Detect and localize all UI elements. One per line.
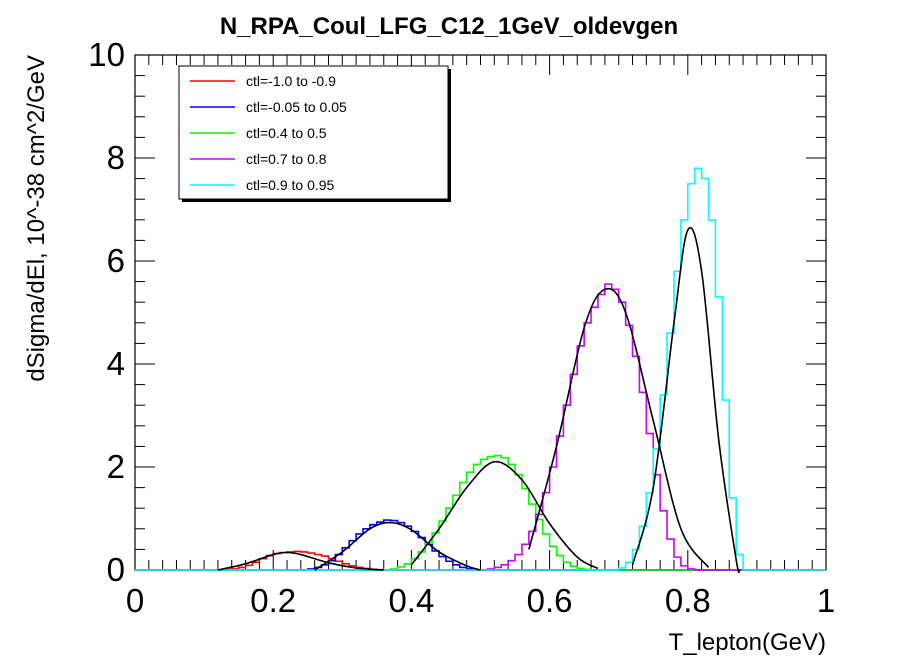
fit-curve-1	[217, 551, 384, 571]
chart-title: N_RPA_Coul_LFG_C12_1GeV_oldevgen	[220, 13, 678, 40]
x-tick-label: 0.8	[665, 582, 711, 619]
x-tick-label: 1	[817, 582, 835, 619]
y-tick-label: 2	[107, 448, 125, 485]
x-tick-label: 0.2	[250, 582, 296, 619]
fit-curve-2	[314, 521, 481, 571]
y-tick-labels: 0 2 4 6 8 10	[88, 36, 125, 588]
legend-label: ctl=0.4 to 0.5	[246, 125, 327, 141]
legend-label: ctl=0.7 to 0.8	[246, 151, 327, 167]
y-tick-label: 6	[107, 242, 125, 279]
fit-curve-5	[631, 227, 741, 574]
legend-label: ctl=-0.05 to 0.05	[246, 99, 347, 115]
x-tick-label: 0.6	[527, 582, 573, 619]
x-axis-title: T_lepton(GeV)	[669, 629, 826, 656]
legend-label: ctl=0.9 to 0.95	[246, 177, 335, 193]
fit-layer	[217, 227, 741, 574]
legend-label: ctl=-1.0 to -0.9	[246, 73, 336, 89]
legend: ctl=-1.0 to -0.9 ctl=-0.05 to 0.05 ctl=0.4…	[178, 65, 451, 202]
series-histogram-5	[135, 167, 826, 571]
x-tick-label: 0	[126, 582, 144, 619]
y-tick-label: 0	[107, 551, 125, 588]
series-histogram-4	[135, 283, 826, 571]
x-tick-labels: 0 0.2 0.4 0.6 0.8 1	[126, 582, 835, 619]
y-axis-title: dSigma/dEl, 10^-38 cm^2/GeV	[23, 55, 50, 382]
y-tick-label: 4	[107, 345, 125, 382]
fit-curve-4	[528, 287, 710, 568]
fit-curve-3	[410, 461, 599, 570]
y-tick-label: 10	[88, 36, 125, 73]
y-tick-label: 8	[107, 139, 125, 176]
x-tick-label: 0.4	[388, 582, 434, 619]
